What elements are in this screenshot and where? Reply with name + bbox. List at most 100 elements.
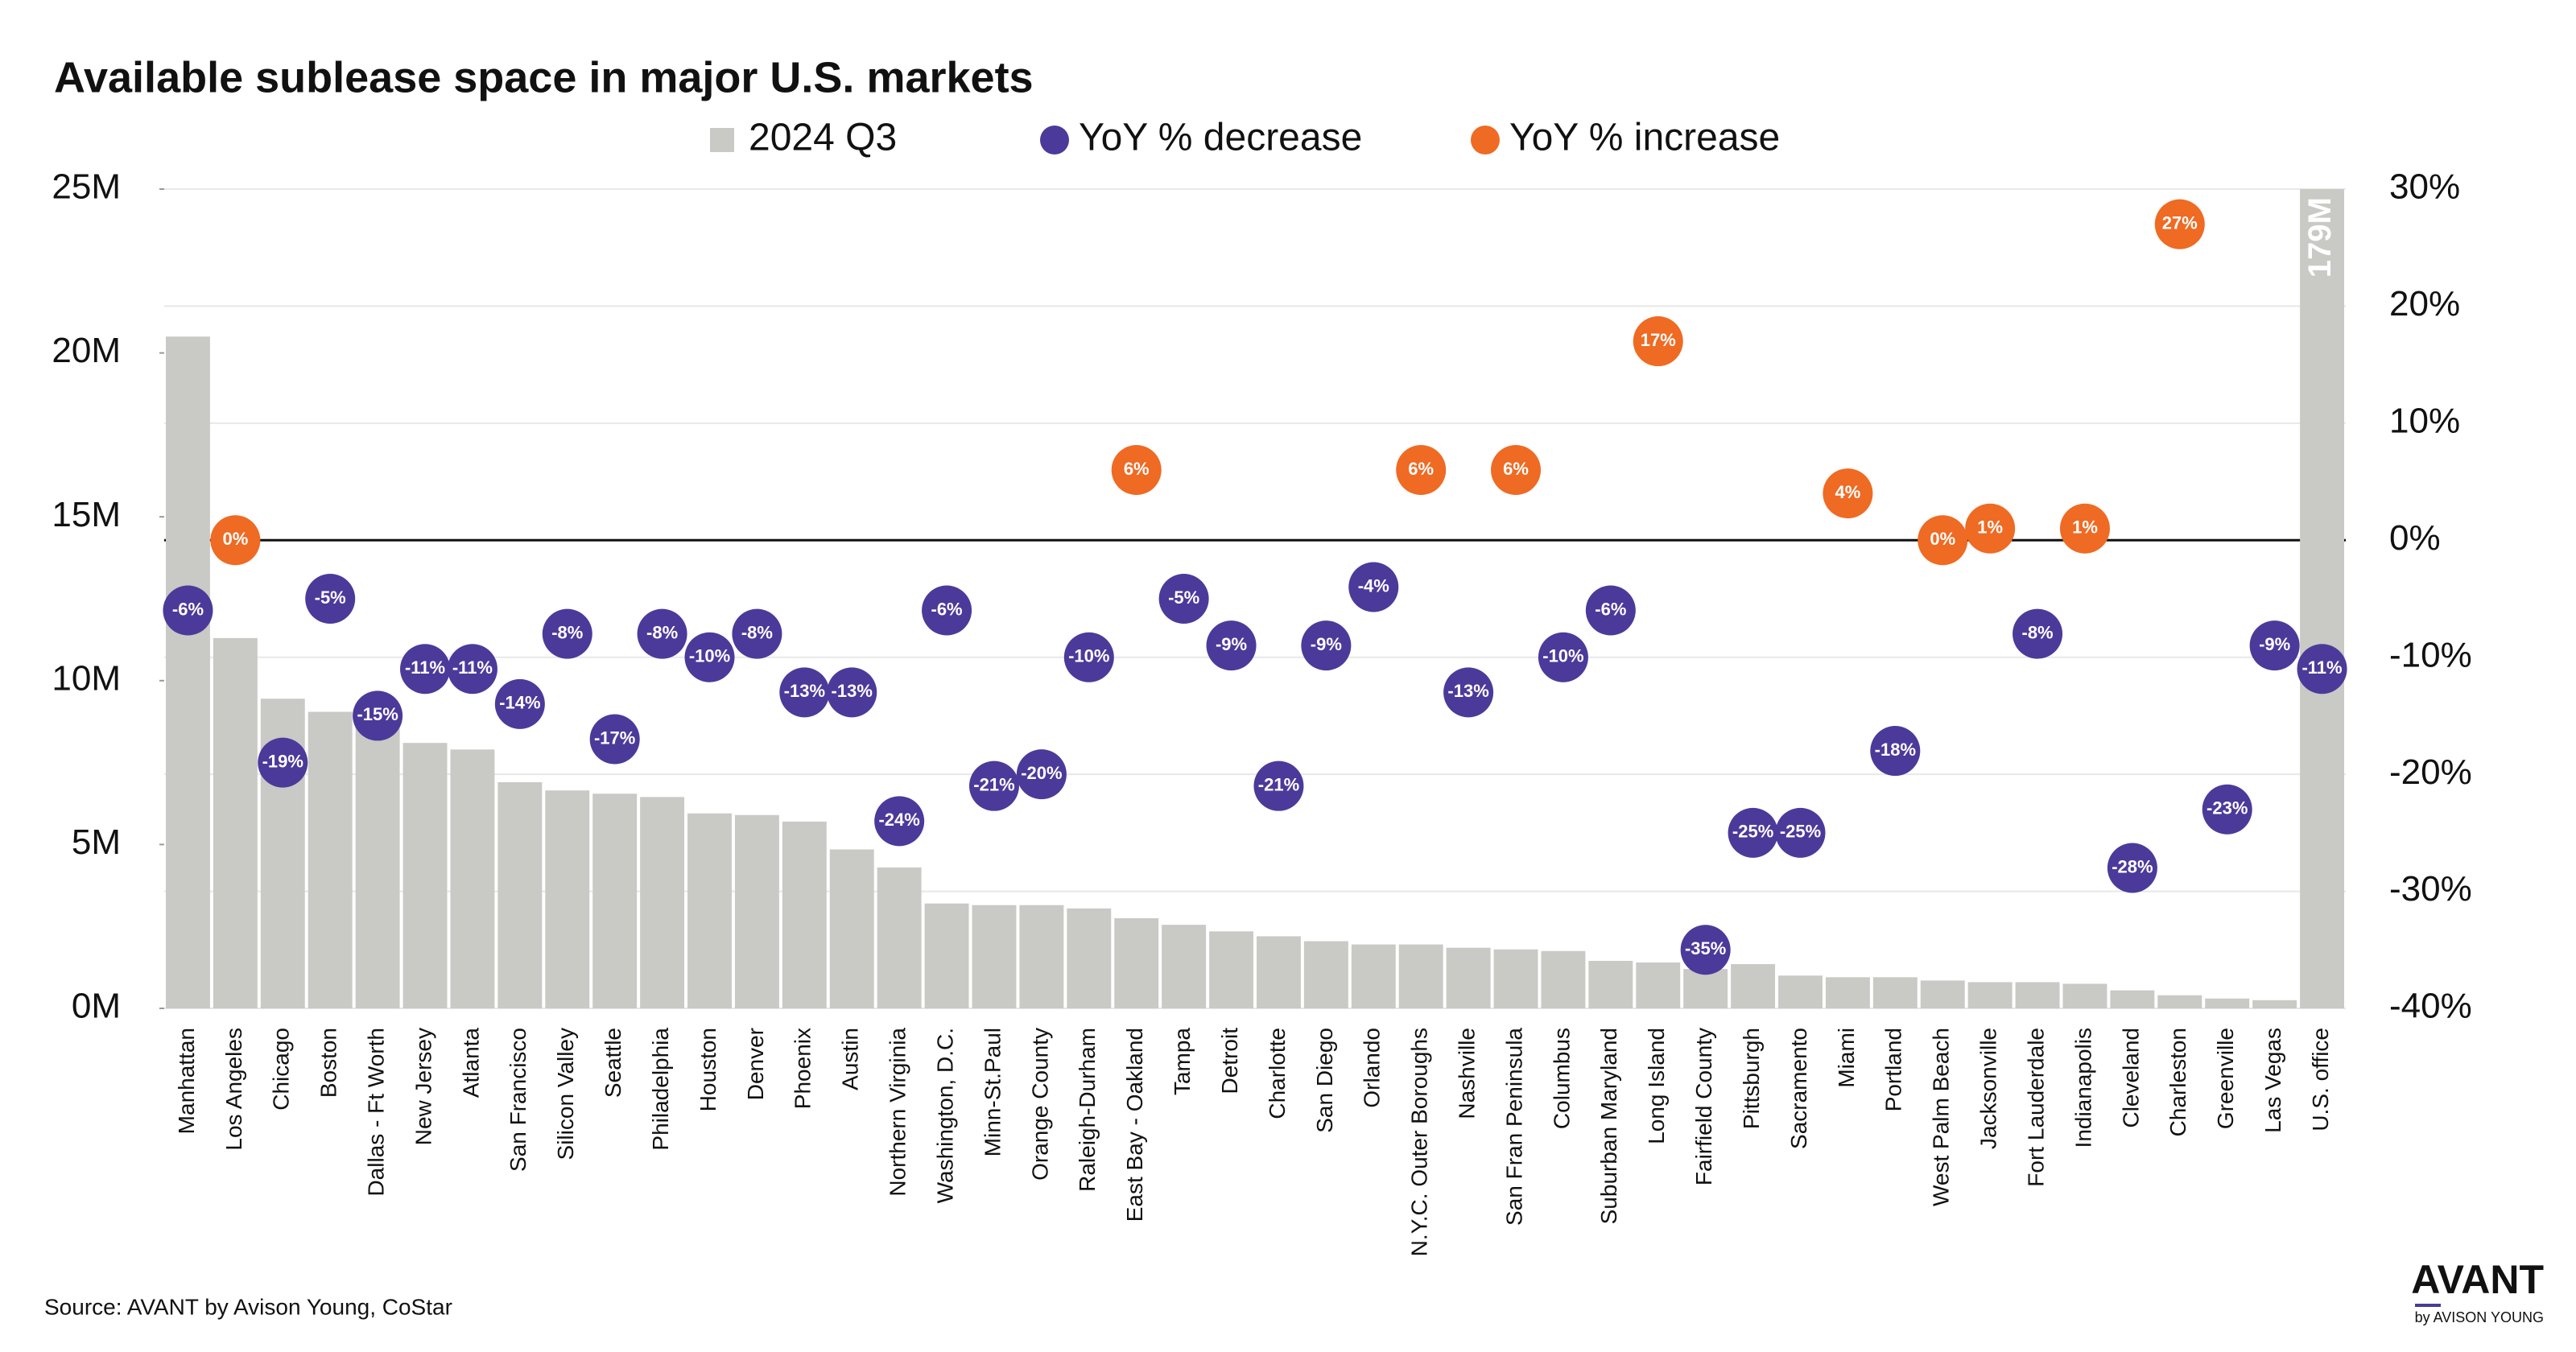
dot (637, 608, 687, 659)
dot-label: -24% (878, 810, 919, 830)
bar (1493, 949, 1538, 1008)
dot (1301, 620, 1352, 671)
dot (1728, 807, 1778, 858)
y2-tick-label: -30% (2389, 869, 2472, 909)
dot (2059, 503, 2110, 554)
bar (2015, 982, 2060, 1008)
x-tick-label: Portland (1881, 1028, 1906, 1111)
x-tick-label: Minn-St.Paul (980, 1028, 1005, 1156)
bar (1872, 977, 1918, 1008)
dot-label: -19% (262, 751, 303, 771)
dot-label: -17% (594, 728, 635, 748)
x-tick-label: Dallas - Ft Worth (363, 1028, 388, 1197)
x-tick-label: Las Vegas (2260, 1028, 2285, 1133)
logo-subtitle: by AVISON YOUNG (2415, 1309, 2544, 1325)
y2-tick-label: 30% (2389, 167, 2460, 207)
x-tick-label: Long Island (1644, 1028, 1669, 1144)
y2-tick-label: 10% (2389, 401, 2460, 440)
bar (545, 790, 590, 1008)
dot-label: -9% (2259, 634, 2290, 654)
dot-label: 1% (1977, 517, 2003, 538)
y-tick-label: 15M (52, 495, 121, 534)
dot-label: -9% (1216, 634, 1247, 654)
bar (1683, 969, 1728, 1008)
x-tick-label: Miami (1834, 1028, 1859, 1088)
bar (308, 711, 353, 1008)
x-tick-label: Cleveland (2118, 1028, 2143, 1128)
x-tick-label: San Diego (1312, 1028, 1337, 1133)
x-tick-label: Nashville (1454, 1028, 1479, 1119)
dot (827, 667, 877, 718)
dot-label: 1% (2072, 517, 2098, 538)
bar (687, 813, 732, 1008)
bar (1636, 962, 1681, 1008)
dot (2249, 620, 2300, 671)
x-tick-label: Charleston (2165, 1028, 2190, 1136)
source: Source: AVANT by Avison Young, CoStar (44, 1294, 452, 1319)
bar (1967, 982, 2013, 1008)
bar (166, 336, 210, 1008)
x-tick-label: Orange County (1027, 1028, 1052, 1181)
bar (877, 867, 922, 1008)
dot (2297, 644, 2347, 695)
y2-tick-label: 20% (2389, 284, 2460, 324)
x-tick-label: Silicon Valley (553, 1028, 578, 1160)
x-tick-label: Greenville (2213, 1028, 2238, 1129)
dot (1823, 468, 1873, 519)
x-tick-label: San Fran Peninsula (1501, 1028, 1526, 1226)
bar (1398, 944, 1443, 1008)
bar (1019, 905, 1064, 1008)
dot (684, 632, 735, 682)
bar (2062, 983, 2107, 1008)
dot-label: 6% (1408, 459, 1434, 479)
dot (922, 585, 972, 636)
dot (1538, 632, 1588, 682)
x-tick-label: Phoenix (791, 1028, 815, 1109)
x-tick-label: Fort Lauderdale (2023, 1028, 2048, 1187)
bar (1446, 947, 1491, 1008)
dot (258, 737, 308, 788)
dot-label: -21% (1258, 774, 1299, 794)
dot-label: -6% (1595, 599, 1626, 619)
dot (1633, 316, 1683, 367)
logo: AVANT (2411, 1257, 2544, 1302)
dot (1063, 632, 1114, 682)
dot-label: -9% (1311, 634, 1342, 654)
x-tick-label: Tampa (1170, 1028, 1195, 1095)
bar (2300, 189, 2344, 1008)
dot-label: -8% (741, 622, 773, 642)
x-tick-label: Boston (316, 1028, 341, 1098)
bar (1067, 908, 1112, 1008)
dot (1016, 749, 1067, 800)
bar (1303, 941, 1348, 1008)
dot-label: 6% (1503, 459, 1529, 479)
dot (874, 796, 925, 847)
dot-label: 17% (1641, 330, 1676, 350)
y2-tick-label: -40% (2389, 987, 2472, 1026)
dot-label: -35% (1685, 938, 1726, 958)
x-tick-label: Chicago (269, 1028, 294, 1111)
dot (589, 714, 640, 765)
bar (213, 637, 258, 1008)
bar (782, 821, 827, 1008)
dot-label: -15% (357, 704, 398, 724)
x-tick-label: Los Angeles (221, 1028, 246, 1151)
logo-accent (2415, 1304, 2441, 1307)
bar (1920, 980, 1965, 1008)
x-tick-label: Philadelphia (648, 1028, 673, 1151)
legend-label: YoY % increase (1509, 117, 1780, 159)
dot (400, 644, 451, 695)
dot-label: -11% (2301, 657, 2342, 678)
legend-marker (710, 128, 734, 152)
dot-label: -10% (1542, 646, 1583, 666)
dot-label: -10% (1068, 646, 1109, 666)
dot (1158, 574, 1209, 624)
chart-title: Available sublease space in major U.S. m… (54, 53, 1034, 101)
x-tick-label: Sacramento (1786, 1028, 1811, 1149)
y2-tick-label: -10% (2389, 635, 2472, 674)
legend-label: YoY % decrease (1079, 117, 1362, 159)
x-tick-label: Pittsburgh (1739, 1028, 1764, 1129)
dot (1585, 585, 1636, 636)
x-tick-label: Manhattan (174, 1028, 199, 1134)
